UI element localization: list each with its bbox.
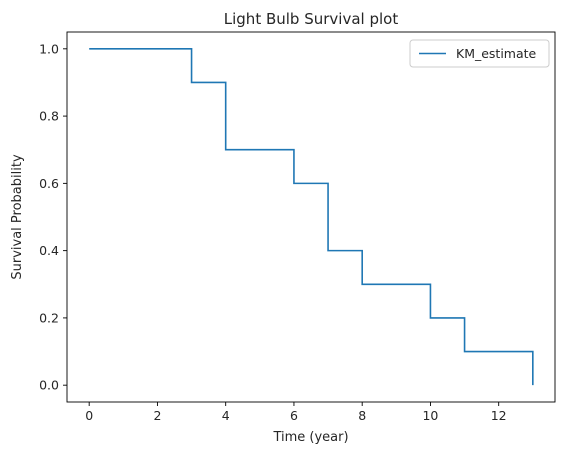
y-tick-label: 0.8 bbox=[39, 109, 59, 124]
x-tick-label: 4 bbox=[222, 408, 230, 423]
y-tick-label: 0.6 bbox=[39, 176, 59, 191]
x-tick-label: 10 bbox=[422, 408, 438, 423]
chart-title: Light Bulb Survival plot bbox=[224, 10, 399, 28]
x-tick-label: 0 bbox=[85, 408, 93, 423]
y-tick-label: 0.2 bbox=[39, 310, 59, 325]
axes-frame bbox=[66, 31, 556, 403]
x-tick-label: 6 bbox=[290, 408, 298, 423]
y-axis-ticks: 0.0 0.2 0.4 0.6 0.8 1.0 bbox=[39, 41, 67, 393]
x-tick-label: 8 bbox=[358, 408, 366, 423]
y-tick-label: 1.0 bbox=[39, 41, 59, 56]
legend: KM_estimate bbox=[409, 39, 550, 68]
legend-box bbox=[409, 39, 550, 68]
y-axis-label: Survival Probability bbox=[10, 154, 25, 280]
x-axis-label: Time (year) bbox=[272, 430, 348, 445]
x-tick-label: 2 bbox=[153, 408, 161, 423]
plot-area bbox=[66, 31, 556, 403]
x-tick-label: 12 bbox=[491, 408, 507, 423]
series-line-0 bbox=[89, 48, 534, 386]
x-axis-ticks: 0 2 4 6 8 10 12 bbox=[85, 402, 507, 423]
legend-label: KM_estimate bbox=[456, 46, 537, 61]
y-tick-label: 0.4 bbox=[39, 243, 59, 258]
y-tick-label: 0.0 bbox=[39, 378, 59, 393]
